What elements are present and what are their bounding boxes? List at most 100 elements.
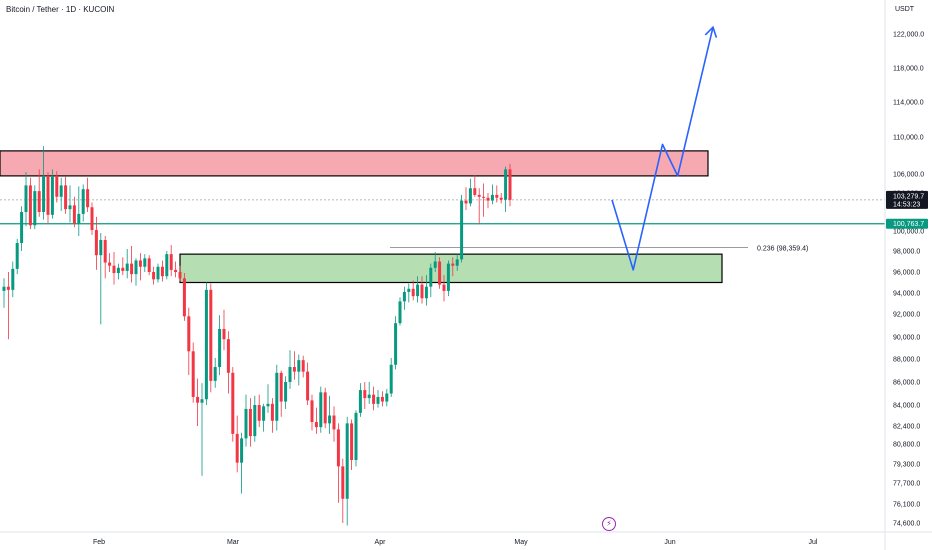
price-tick-label: 100,000.0: [893, 229, 924, 236]
lightning-icon[interactable]: ⚡: [602, 517, 616, 531]
candle-body: [42, 175, 46, 212]
candle-body: [72, 205, 76, 224]
price-tick-label: 94,000.0: [893, 291, 920, 298]
candle-body: [332, 415, 336, 430]
candle-body: [130, 263, 134, 275]
candle-body: [394, 323, 398, 365]
price-axis[interactable]: 122,000.0 118,000.0 114,000.0 110,000.0 106,…: [884, 0, 924, 550]
candle-body: [314, 422, 318, 428]
candle-body: [367, 394, 371, 399]
candle-body: [468, 188, 472, 204]
candle-body: [2, 286, 6, 291]
candle-body: [477, 194, 481, 197]
candle-body: [240, 438, 244, 463]
candle-body: [20, 212, 24, 243]
candle-body: [138, 260, 142, 267]
price-tick-label: 77,700.0: [893, 481, 920, 488]
horizontal-levels: 0.236 (98,359.4): [0, 199, 885, 252]
candle-body: [94, 230, 98, 256]
horizontal-line-value: 100,763.7: [893, 221, 924, 228]
price-tick-label: 86,000.0: [893, 380, 920, 387]
candle-body: [15, 243, 19, 269]
candle-body: [508, 169, 512, 200]
candle-body: [402, 291, 406, 302]
projection-line: [611, 27, 714, 271]
price-tick-label: 76,100.0: [893, 502, 920, 509]
candle-body: [341, 466, 345, 499]
candle-body: [169, 254, 173, 270]
candle-body: [345, 423, 349, 499]
price-tick-label: 82,400.0: [893, 424, 920, 431]
candle-body: [24, 185, 28, 212]
candle-body: [196, 396, 200, 403]
candle-body: [420, 284, 424, 299]
time-tick-label: Apr: [375, 539, 387, 546]
candle-body: [319, 392, 323, 428]
candle-body: [385, 393, 389, 402]
candles: [2, 146, 512, 526]
candle-body: [499, 197, 503, 200]
candle-body: [495, 194, 499, 198]
symbol-title: Bitcoin / Tether · 1D · KUCOIN: [6, 5, 115, 14]
candle-body: [323, 392, 327, 424]
candle-body: [134, 260, 138, 275]
price-tick-label: 88,000.0: [893, 357, 920, 364]
chart-area[interactable]: 0.236 (98,359.4): [0, 0, 885, 532]
candle-body: [446, 263, 450, 291]
candle-body: [28, 185, 32, 226]
candle-body: [310, 400, 314, 423]
candle-body: [182, 278, 186, 317]
candle-body: [68, 205, 72, 210]
candle-body: [424, 286, 428, 299]
candle-body: [438, 261, 442, 285]
candle-body: [253, 405, 257, 437]
price-tick-label: 80,800.0: [893, 442, 920, 449]
candle-body: [152, 272, 156, 280]
price-tick-label: 90,000.0: [893, 335, 920, 342]
candle-body: [244, 408, 248, 439]
candle-body: [389, 364, 393, 394]
candle-body: [336, 429, 340, 467]
candle-body: [279, 372, 283, 402]
candle-body: [433, 261, 437, 268]
candle-body: [328, 415, 332, 424]
candle-body: [50, 175, 54, 215]
price-tick-label: 122,000.0: [893, 32, 924, 39]
candle-body: [270, 403, 274, 421]
candle-body: [262, 406, 266, 421]
candle-body: [257, 405, 261, 421]
candle-body: [112, 265, 116, 274]
last-price-value: 103,279.7: [893, 193, 924, 200]
time-tick-label: Jul: [809, 539, 818, 546]
candle-body: [121, 267, 125, 271]
candle-body: [301, 360, 305, 372]
candle-body: [59, 185, 63, 197]
candle-body: [90, 207, 94, 231]
candle-body: [46, 175, 50, 215]
candle-body: [429, 267, 433, 287]
price-zones: [0, 150, 723, 284]
price-tick-label: 118,000.0: [893, 66, 924, 73]
candle-body: [490, 194, 494, 201]
candle-body: [116, 267, 120, 274]
time-tick-label: May: [514, 539, 528, 546]
candle-body: [191, 351, 195, 397]
candle-body: [398, 301, 402, 324]
price-tick-label: 98,000.0: [893, 249, 920, 256]
candle-body: [222, 328, 226, 340]
candle-body: [442, 284, 446, 291]
candle-body: [411, 288, 415, 297]
price-tick-label: 74,600.0: [893, 521, 920, 528]
candle-body: [464, 200, 468, 204]
candle-body: [473, 188, 477, 195]
candle-body: [380, 396, 384, 402]
candle-body: [288, 367, 292, 382]
projection-arrowhead: [704, 25, 718, 38]
fib-label: 0.236 (98,359.4): [757, 245, 808, 252]
candle-body: [99, 240, 103, 256]
candle-body: [284, 382, 288, 402]
candle-body: [55, 175, 59, 197]
candle-body: [372, 394, 376, 404]
time-axis[interactable]: Feb Mar Apr May Jun Jul: [0, 531, 932, 546]
